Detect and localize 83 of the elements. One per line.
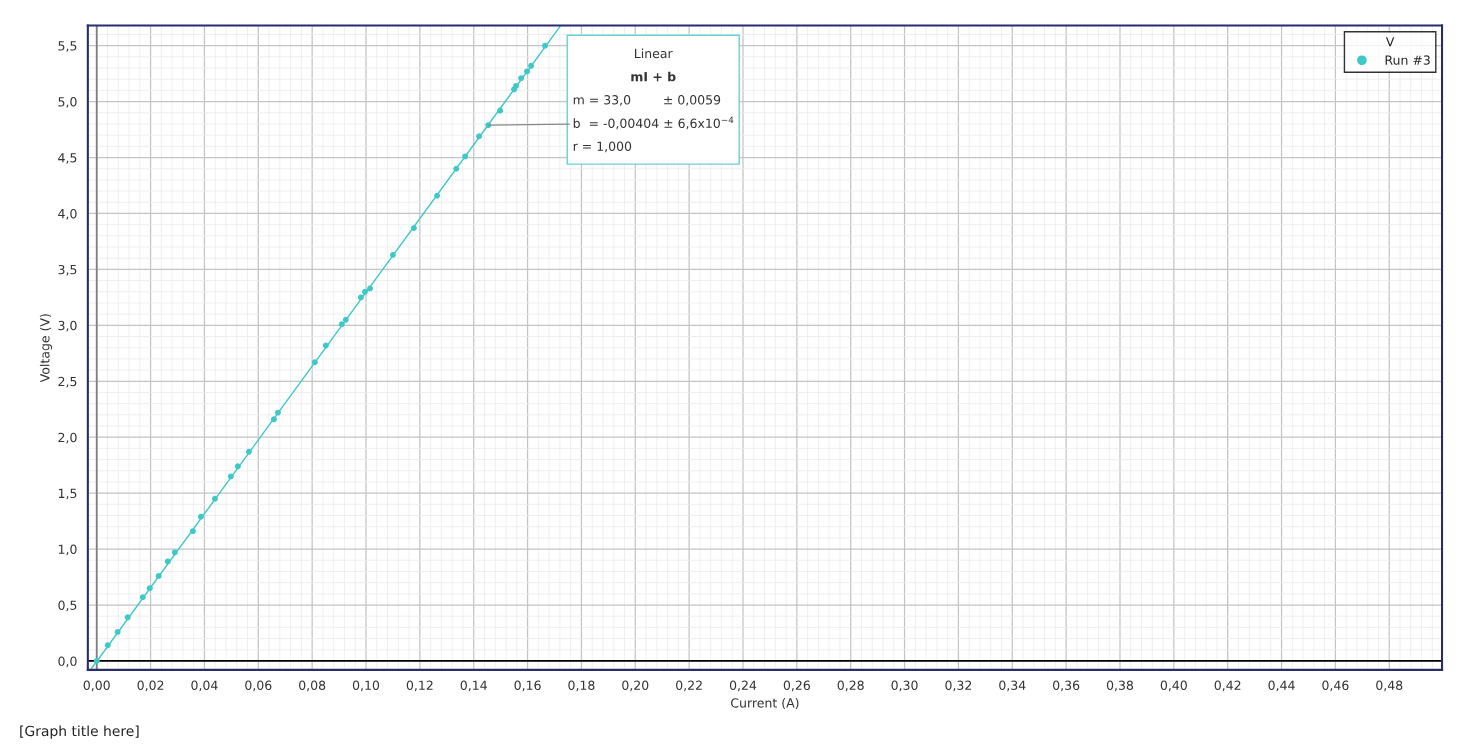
x-tick-label: 0,16 — [514, 680, 541, 692]
point — [524, 68, 530, 75]
x-tick-label: 0,22 — [676, 680, 702, 692]
legend-title: V — [1385, 37, 1395, 47]
point — [367, 285, 373, 292]
point — [542, 42, 549, 49]
point — [227, 473, 234, 480]
x-tick-label: 0,44 — [1268, 680, 1295, 692]
x-tick-label: 0,14 — [460, 680, 487, 692]
point — [164, 558, 171, 565]
point — [104, 642, 111, 649]
x-tick-label: 0,40 — [1160, 680, 1187, 692]
x-axis-title: Current (A) — [731, 697, 799, 710]
x-tick-label: 0,12 — [406, 680, 433, 692]
y-axis-title: Voltage (V) — [39, 314, 52, 383]
x-tick-label: 0,30 — [891, 680, 918, 692]
point — [322, 342, 329, 349]
x-tick-label: 0,26 — [783, 680, 810, 692]
y-tick-label: 5,5 — [58, 41, 77, 52]
y-tick-label: 2,0 — [58, 432, 77, 444]
point — [518, 75, 525, 82]
x-tick-label: 0,20 — [622, 680, 649, 692]
point — [211, 495, 218, 502]
point — [476, 133, 483, 140]
text: [Graph title here] — [20, 725, 139, 739]
x-tick-label: 0,02 — [137, 680, 164, 692]
x-tick-label: 0,24 — [729, 680, 757, 692]
x-tick-label: 0,32 — [945, 680, 972, 692]
point — [462, 153, 469, 160]
point — [311, 359, 318, 366]
point — [275, 409, 281, 416]
x-tick-label: 0,06 — [245, 680, 272, 692]
point — [434, 192, 441, 199]
x-tick-label: 0,10 — [352, 680, 380, 692]
point — [357, 294, 364, 301]
x-tick-label: 0,00 — [83, 680, 110, 692]
y-tick-label: 0,5 — [58, 600, 77, 612]
x-tick-label: 0,36 — [1053, 680, 1080, 692]
point — [139, 594, 146, 601]
x-tick-label: 0,48 — [1376, 680, 1403, 692]
y-tick-label: 3,0 — [58, 320, 77, 332]
annotation: m = 33,0 ± 0,0059 — [573, 95, 721, 106]
point — [453, 165, 460, 172]
x-tick-label: 0,04 — [191, 680, 218, 692]
point — [189, 528, 196, 535]
point — [270, 416, 277, 423]
point — [389, 251, 396, 258]
y-tick-label: 4,0 — [58, 208, 77, 220]
point — [234, 463, 241, 470]
point — [361, 288, 368, 295]
point — [124, 614, 131, 621]
y-tick-label: 1,5 — [58, 488, 77, 500]
annotation: b = -0,00404 ± 6,6x10$^{−4}$ — [573, 116, 734, 130]
annotation: r = 1,000 — [573, 141, 632, 153]
point — [146, 585, 153, 592]
y-tick-label: 5,0 — [58, 97, 77, 108]
y-tick-label: 3,5 — [58, 264, 77, 276]
x-tick-label: 0,18 — [568, 680, 595, 692]
y-tick-label: 2,5 — [58, 376, 77, 388]
x-tick-label: 0,34 — [999, 680, 1026, 692]
x-tick-label: 0,42 — [1214, 680, 1241, 692]
annotation: Linear — [635, 48, 673, 59]
point — [197, 513, 204, 520]
y-tick-label: 1,0 — [58, 544, 77, 556]
point — [410, 225, 417, 231]
y-tick-label: 0,0 — [58, 656, 77, 668]
point — [338, 321, 345, 328]
point — [245, 448, 252, 455]
point — [114, 628, 121, 635]
point — [513, 83, 519, 89]
point — [93, 658, 100, 664]
point — [497, 107, 504, 114]
y-tick-label: 4,5 — [58, 153, 77, 164]
annotation: mI + b — [631, 71, 676, 82]
point — [155, 572, 162, 579]
x-tick-label: 0,46 — [1322, 680, 1349, 692]
point — [342, 316, 349, 323]
point — [528, 62, 535, 69]
x-tick-label: 0,08 — [299, 680, 326, 692]
point — [171, 549, 178, 556]
legend-label: Run #3 — [1385, 55, 1430, 65]
x-tick-label: 0,38 — [1106, 680, 1134, 692]
x-tick-label: 0,28 — [837, 680, 864, 692]
